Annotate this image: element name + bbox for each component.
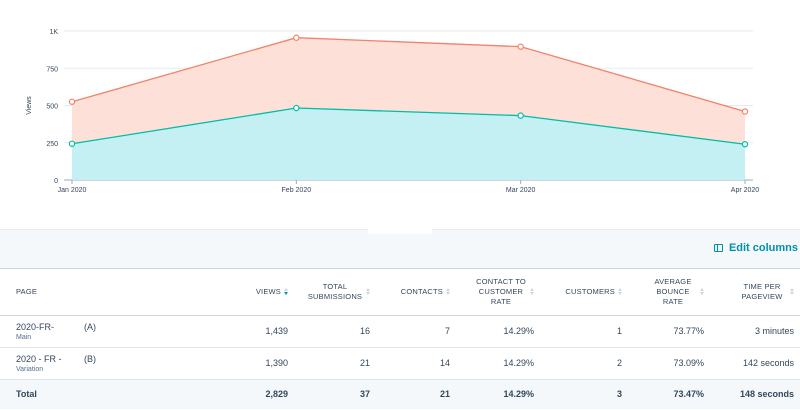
page-cell[interactable]: 2020-FR- (A) Main <box>0 315 190 347</box>
series-1-line <box>71 107 746 145</box>
y-tick-label: 1K <box>49 29 58 36</box>
column-header-contacts[interactable]: CONTACTS <box>376 269 456 315</box>
sort-descending-icon <box>284 288 288 296</box>
contacts-cell: 14 <box>439 358 450 368</box>
table-row: 2020 - FR - (B) Variation 1,390 21 14 14.… <box>0 347 800 379</box>
sort-icon <box>790 288 794 296</box>
series-0-point <box>68 98 76 105</box>
sort-icon <box>446 288 450 296</box>
series-1-point <box>293 104 300 112</box>
edit-columns-label: Edit columns <box>728 242 798 254</box>
total-customers: 3 <box>616 389 622 400</box>
time-per-pageview-cell: 3 minutes <box>754 326 794 336</box>
views-cell: 1,439 <box>265 326 288 336</box>
series-1-area <box>72 108 745 180</box>
page-variation-label: Variation <box>16 365 44 373</box>
table-row: 2020-FR- (A) Main 1,439 16 7 14.29% 1 73.… <box>0 315 800 347</box>
series-1-point <box>517 112 524 119</box>
bounce-rate-cell: 73.09% <box>673 358 704 368</box>
series-0-point <box>741 108 749 115</box>
column-header-customers[interactable]: CUSTOMERS <box>540 269 628 315</box>
chart-card-tab <box>368 226 432 234</box>
column-header-contact-to-customer-rate[interactable]: CONTACT TO CUSTOMER RATE <box>456 269 540 315</box>
page-variant: (A) <box>84 321 96 332</box>
total-submissions-cell: 21 <box>359 358 370 368</box>
customers-cell: 1 <box>616 326 622 336</box>
x-tick-label: Apr 2020 <box>731 187 760 194</box>
rate-cell: 14.29% <box>503 358 534 368</box>
column-header-total-submissions[interactable]: TOTAL SUBMISSIONS <box>294 269 376 315</box>
bounce-rate-cell: 73.77% <box>673 326 704 336</box>
x-tick-label: Mar 2020 <box>506 187 536 194</box>
sort-icon <box>366 288 370 296</box>
views-area-chart: 0 250 500 750 1K Views Jan 2020 Feb 2020 Mar 202… <box>26 29 760 194</box>
column-header-page: PAGE <box>16 286 38 296</box>
total-rate: 14.29% <box>503 389 534 400</box>
x-tick-label: Jan 2020 <box>58 187 87 194</box>
performance-table: PAGE VIEWS TOTAL SUBMISSIONS CONTACTS CO… <box>0 268 800 410</box>
y-tick-label: 750 <box>46 66 58 73</box>
table-header-row: PAGE VIEWS TOTAL SUBMISSIONS CONTACTS CO… <box>0 269 800 315</box>
page-name[interactable]: 2020-FR- <box>16 321 55 332</box>
sort-icon <box>530 288 534 296</box>
total-time-per-pageview: 148 seconds <box>739 389 794 400</box>
page-variant: (B) <box>84 353 96 364</box>
total-contacts: 21 <box>439 389 450 400</box>
sort-icon <box>700 288 704 296</box>
page-name[interactable]: 2020 - FR - <box>16 353 62 364</box>
series-1-point <box>68 140 76 147</box>
customers-cell: 2 <box>616 358 622 368</box>
rate-cell: 14.29% <box>503 326 534 336</box>
total-views: 2,829 <box>265 389 288 400</box>
y-tick-label: 0 <box>54 178 58 185</box>
total-bounce-rate: 73.47% <box>673 389 704 400</box>
table-columns-icon <box>713 244 723 252</box>
y-tick-label: 500 <box>46 104 58 111</box>
series-0-line <box>71 37 746 113</box>
column-header-time-per-pageview[interactable]: TIME PER PAGEVIEW <box>710 269 800 315</box>
sort-icon <box>618 288 622 296</box>
y-tick-label: 250 <box>46 141 58 148</box>
total-submissions-cell: 16 <box>359 326 370 336</box>
series-0-point <box>293 34 300 41</box>
total-submissions: 37 <box>359 389 370 400</box>
y-axis-label: Views <box>26 96 33 115</box>
column-header-views[interactable]: VIEWS <box>190 269 294 315</box>
edit-columns-button[interactable]: Edit columns <box>713 242 798 254</box>
total-label: Total <box>16 389 37 400</box>
page-variation-label: Main <box>16 333 32 341</box>
time-per-pageview-cell: 142 seconds <box>742 358 794 368</box>
contacts-cell: 7 <box>444 326 450 336</box>
views-chart: 0 250 500 750 1K Views Jan 2020 Feb 2020 Mar 202… <box>0 29 800 230</box>
series-0-point <box>517 43 524 50</box>
series-1-point <box>741 141 749 148</box>
total-row: Total 2,829 37 21 14.29% 3 73.47% 148 se… <box>0 379 800 409</box>
column-header-average-bounce-rate[interactable]: AVERAGE BOUNCE RATE <box>628 269 710 315</box>
page-cell[interactable]: 2020 - FR - (B) Variation <box>0 347 190 379</box>
views-cell: 1,390 <box>265 358 288 368</box>
x-tick-label: Feb 2020 <box>282 187 312 194</box>
